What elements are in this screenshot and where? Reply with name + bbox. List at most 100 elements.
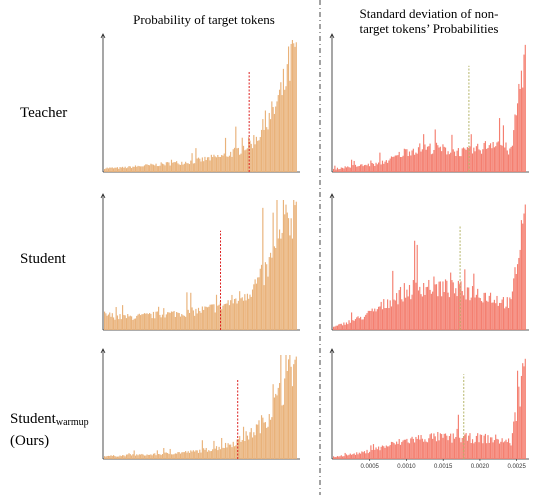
hist-bar bbox=[217, 155, 219, 172]
hist-bar bbox=[464, 434, 466, 459]
hist-bar bbox=[496, 142, 498, 172]
x-tick-label-3: 0.0020 bbox=[471, 464, 490, 470]
hist-bar bbox=[131, 168, 133, 172]
hist-bar bbox=[149, 454, 151, 459]
hist-bar bbox=[119, 167, 121, 172]
hist-bar bbox=[479, 150, 481, 172]
hist-bar bbox=[433, 433, 435, 459]
hist-bar bbox=[437, 296, 439, 330]
hist-bar bbox=[183, 163, 185, 172]
hist-bar bbox=[141, 166, 143, 172]
hist-bar bbox=[140, 315, 142, 330]
hist-bar bbox=[122, 166, 124, 172]
hist-bar bbox=[448, 297, 450, 330]
hist-bar bbox=[374, 308, 376, 330]
hist-bar bbox=[113, 168, 115, 172]
hist-bar bbox=[522, 223, 524, 330]
hist-bar bbox=[213, 440, 215, 459]
hist-bar bbox=[435, 142, 438, 172]
hist-bar bbox=[442, 144, 444, 172]
hist-bar bbox=[116, 167, 119, 172]
hist-bar bbox=[474, 151, 476, 172]
hist-bar bbox=[414, 154, 416, 172]
hist-bar bbox=[196, 313, 198, 330]
hist-bar bbox=[361, 164, 363, 172]
hist-bar bbox=[338, 169, 340, 172]
hist-bar bbox=[455, 288, 457, 330]
hist-bar bbox=[385, 445, 387, 459]
hist-bar bbox=[200, 161, 202, 172]
hist-bar bbox=[421, 149, 423, 172]
hist-bar bbox=[408, 151, 411, 172]
hist-bar bbox=[179, 316, 182, 330]
hist-bar bbox=[514, 412, 516, 459]
hist-bar bbox=[520, 70, 523, 172]
hist-bar bbox=[278, 89, 281, 172]
hist-bar bbox=[200, 452, 202, 459]
hist-bar bbox=[334, 326, 336, 330]
hist-bar bbox=[475, 146, 477, 172]
hist-bar bbox=[415, 282, 417, 330]
hist-bar bbox=[219, 449, 221, 459]
hist-bar bbox=[471, 153, 474, 172]
hist-bar bbox=[266, 264, 268, 330]
hist-bar bbox=[194, 163, 196, 172]
hist-bar bbox=[223, 304, 225, 330]
hist-bar bbox=[212, 157, 214, 172]
hist-bar bbox=[127, 454, 129, 459]
hist-bar bbox=[201, 306, 203, 330]
hist-bar bbox=[215, 446, 218, 459]
hist-bar bbox=[423, 283, 425, 330]
hist-bar bbox=[432, 291, 434, 330]
hist-bar bbox=[493, 147, 495, 172]
hist-bar bbox=[376, 449, 378, 459]
hist-bar bbox=[492, 302, 494, 330]
right-title-line-1: Standard deviation of non- bbox=[359, 6, 499, 21]
hist-bar bbox=[464, 269, 466, 330]
hist-bar bbox=[233, 299, 236, 330]
hist-bar bbox=[500, 441, 502, 459]
hist-bar bbox=[249, 294, 251, 330]
hist-bar bbox=[134, 455, 137, 459]
hist-bar bbox=[450, 152, 452, 172]
hist-bar bbox=[434, 129, 436, 172]
hist-bar bbox=[110, 316, 112, 330]
hist-bar bbox=[210, 304, 212, 330]
hist-bar bbox=[520, 375, 523, 459]
hist-bar bbox=[381, 309, 384, 330]
hist-bar bbox=[197, 157, 200, 172]
hist-bar bbox=[109, 312, 111, 330]
hist-bar bbox=[367, 310, 369, 330]
hist-bar bbox=[271, 257, 273, 330]
hist-bar bbox=[506, 150, 508, 172]
hist-bar bbox=[484, 433, 486, 459]
hist-bar bbox=[484, 292, 486, 330]
hist-bar bbox=[105, 456, 107, 459]
hist-bar bbox=[224, 303, 227, 330]
hist-bar bbox=[151, 164, 153, 172]
hist-bar bbox=[249, 432, 251, 459]
hist-bar bbox=[487, 301, 489, 330]
hist-bar bbox=[426, 286, 429, 330]
hist-bar bbox=[155, 163, 157, 172]
hist-bar bbox=[428, 438, 430, 459]
hist-bar bbox=[417, 435, 420, 459]
hist-bar bbox=[244, 294, 246, 330]
hist-bar bbox=[125, 454, 128, 459]
x-tick-label-2: 0.0015 bbox=[434, 464, 453, 470]
hist-bar bbox=[194, 451, 196, 459]
histogram-3 bbox=[333, 44, 526, 173]
hist-bar bbox=[408, 284, 411, 330]
hist-bar bbox=[513, 130, 515, 172]
hist-bar bbox=[205, 306, 207, 330]
hist-bar bbox=[185, 161, 187, 172]
hist-bar bbox=[335, 325, 337, 330]
hist-bar bbox=[461, 148, 463, 172]
hist-bar bbox=[154, 165, 156, 172]
hist-bar bbox=[290, 218, 292, 330]
hist-bar bbox=[397, 443, 399, 459]
hist-bar bbox=[428, 279, 430, 330]
hist-bar bbox=[336, 325, 339, 330]
hist-bar bbox=[192, 163, 194, 172]
hist-bar bbox=[182, 164, 184, 172]
